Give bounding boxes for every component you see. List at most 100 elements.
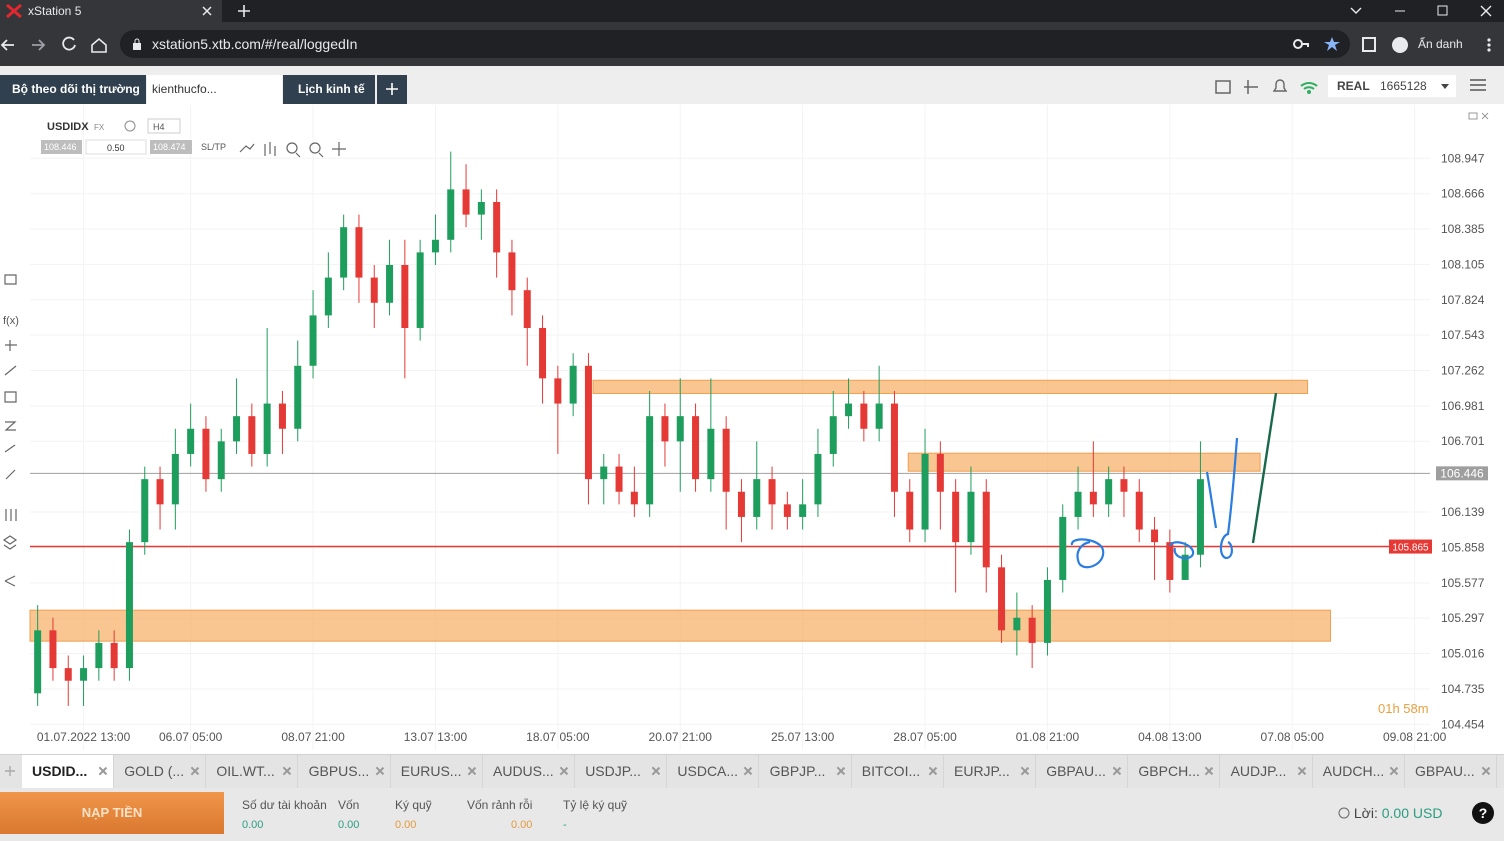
close-icon[interactable] <box>560 767 568 775</box>
stat: Số dư tài khoản 0.00 <box>242 798 327 831</box>
info-icon[interactable] <box>124 120 136 132</box>
symbol[interactable]: USDIDX <box>47 121 89 133</box>
bid-box[interactable] <box>41 140 82 154</box>
timeframe-box[interactable] <box>147 118 181 134</box>
new-tab[interactable] <box>237 4 251 18</box>
instrument-tab[interactable]: GOLD (... <box>114 755 207 788</box>
instrument-label: GBPAU... <box>1415 763 1475 779</box>
close-icon[interactable] <box>837 767 845 775</box>
x-tick-label: 09.08 21:00 <box>1383 730 1447 744</box>
x-tick-label: 28.07 05:00 <box>893 730 957 744</box>
hamburger[interactable] <box>1470 78 1486 92</box>
stat: Tỷ lệ ký quỹ - <box>563 798 627 831</box>
candle-body <box>615 466 623 492</box>
candle-body <box>722 428 730 492</box>
close-icon[interactable] <box>1205 767 1213 775</box>
app-icons[interactable] <box>1214 78 1324 96</box>
candle-body <box>646 416 654 505</box>
nav-buttons[interactable] <box>0 36 112 54</box>
add-tab[interactable] <box>377 75 407 104</box>
close-icon[interactable] <box>99 767 107 775</box>
chart-background <box>0 104 1504 754</box>
instrument-label: USDCA... <box>677 763 739 779</box>
candle-body <box>401 264 409 328</box>
x-tick-label: 01.07.2022 13:00 <box>37 730 131 744</box>
help-button[interactable]: ? <box>1472 802 1494 824</box>
window-controls[interactable] <box>1340 0 1504 22</box>
account-selector[interactable]: REAL 1665128 <box>1328 75 1456 97</box>
drawing-circle <box>1168 541 1195 560</box>
candle-body <box>278 403 286 429</box>
instrument-label: GBPJP... <box>769 763 826 779</box>
browser-tab[interactable]: xStation 5 <box>0 0 222 22</box>
omnibox[interactable]: xstation5.xtb.com/#/real/loggedIn <box>120 30 1350 58</box>
chart-tools[interactable] <box>239 142 346 158</box>
profile-label[interactable]: Ẩn danh <box>1418 37 1463 51</box>
instrument-tab[interactable]: OIL.WT... <box>206 755 299 788</box>
close-icon[interactable] <box>191 767 199 775</box>
candle-body <box>676 416 684 442</box>
candle-body <box>998 567 1006 631</box>
app-tab[interactable]: Bộ theo dõi thị trường <box>0 75 146 104</box>
stat-label: Vốn <box>338 798 360 812</box>
candle-body <box>431 239 439 253</box>
close-icon[interactable] <box>1113 767 1121 775</box>
instrument-tab[interactable]: AUDJP... <box>1221 755 1313 788</box>
candle-body <box>263 403 271 454</box>
candle-body <box>217 441 225 480</box>
tool-fx[interactable]: f(x) <box>3 315 19 327</box>
candle-body <box>141 479 149 543</box>
close-icon[interactable] <box>929 767 937 775</box>
instrument-tab[interactable]: GBPAU... <box>1036 755 1129 788</box>
instrument-label: BITCOI... <box>861 763 921 779</box>
instrument-tab[interactable]: AUDUS... <box>483 755 575 788</box>
zone <box>592 379 1309 394</box>
close-icon[interactable] <box>468 767 476 775</box>
omnibox-icons[interactable] <box>1292 36 1342 52</box>
candle-body <box>829 416 837 454</box>
candle-body <box>569 365 577 404</box>
volume-box[interactable] <box>85 139 147 155</box>
instrument-tab[interactable]: GBPJP... <box>760 755 852 788</box>
add-instrument[interactable] <box>5 766 15 776</box>
sltp[interactable]: SL/TP <box>201 142 226 152</box>
menu-icon[interactable] <box>1486 37 1492 53</box>
app-tab[interactable]: kienthucfo... <box>147 75 282 104</box>
instrument-tab[interactable]: BITCOI... <box>852 755 944 788</box>
ask-box[interactable] <box>150 140 192 154</box>
instrument-tab[interactable]: GBPAU... <box>1405 755 1497 788</box>
close-icon[interactable] <box>1482 767 1490 775</box>
left-toolbar[interactable] <box>2 274 18 587</box>
lock-icon <box>133 38 141 50</box>
close-icon[interactable] <box>744 767 752 775</box>
stat: Vốn 0.00 <box>338 798 359 831</box>
stat-label: Số dư tài khoản <box>242 798 327 812</box>
candle-body <box>49 630 57 669</box>
candle-body <box>860 403 868 429</box>
chart-window-controls[interactable] <box>1468 112 1489 120</box>
close-icon[interactable] <box>1021 767 1029 775</box>
candle-body <box>294 365 302 429</box>
close-icon[interactable] <box>1298 767 1306 775</box>
y-tick-label: 104.735 <box>1441 682 1485 696</box>
instrument-tab[interactable]: EURUS... <box>391 755 483 788</box>
close-icon[interactable] <box>652 767 660 775</box>
tab-close[interactable] <box>202 6 212 16</box>
candle-body <box>906 491 914 530</box>
instrument-tab[interactable]: GBPCH... <box>1128 755 1221 788</box>
close-icon[interactable] <box>376 767 384 775</box>
candle-body <box>125 542 133 669</box>
instrument-tab[interactable]: GBPUS... <box>299 755 391 788</box>
instrument-tab[interactable]: USDCA... <box>667 755 760 788</box>
close-icon[interactable] <box>283 767 291 775</box>
app-top-bar: Bộ theo dõi thị trường kienthucfo... Lịc… <box>0 66 1504 104</box>
instrument-tab[interactable]: EURJP... <box>944 755 1036 788</box>
instrument-tab[interactable]: USDJP... <box>575 755 668 788</box>
instrument-tab[interactable]: USDID... <box>22 755 114 788</box>
deposit-button[interactable]: NẠP TIỀN <box>0 792 224 834</box>
profile-icons[interactable] <box>1362 37 1412 53</box>
close-icon[interactable] <box>1390 767 1398 775</box>
app-tab[interactable]: Lịch kinh tế <box>283 75 375 104</box>
instrument-tab[interactable]: AUDCH... <box>1313 755 1405 788</box>
